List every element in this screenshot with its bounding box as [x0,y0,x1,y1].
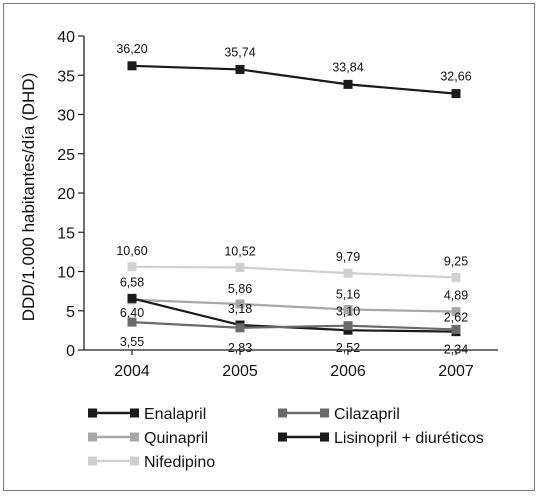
legend-marker-nifedipino [130,456,139,466]
y-tick-label: 0 [66,343,75,360]
legend-label-enalapril: Enalapril [144,406,206,423]
y-axis-label: DDD/1.000 habitantes/día (DHD) [19,73,38,322]
series-line-quinapril [131,298,457,313]
data-point-nifedipino [451,272,461,282]
data-label-enalapril: 2,34 [444,343,468,357]
data-point-cilazapril [451,324,461,334]
data-point-enalapril [343,325,353,335]
legend-label-nifedipino: Nifedipino [144,454,215,471]
data-point-cilazapril [127,317,137,327]
data-point-nifedipino [235,262,245,272]
y-tick-label: 25 [57,147,75,164]
data-point-lisinopril-diur-ticos [127,61,137,71]
data-point-quinapril [235,299,245,309]
x-tick-label: 2004 [114,363,150,380]
x-tick-label: 2006 [330,363,366,380]
y-tick-label: 30 [57,108,75,125]
data-point-cilazapril [235,323,245,333]
data-point-lisinopril-diur-ticos [451,89,461,99]
legend-marker-lisinopril-diur-ticos [320,432,329,442]
legend-label-cilazapril: Cilazapril [334,406,400,423]
data-label-cilazapril: 3,10 [336,305,360,319]
data-label-cilazapril: 2,62 [444,310,468,324]
data-point-quinapril [343,304,353,314]
y-tick-label: 40 [57,29,75,46]
y-tick-label: 10 [57,265,75,282]
y-tick-label: 5 [66,304,75,321]
data-point-enalapril [127,293,137,303]
y-tick-label: 35 [57,68,75,85]
data-label-nifedipino: 10,60 [116,244,147,258]
x-tick-label: 2005 [222,363,258,380]
series-line-cilazapril [131,321,457,331]
legend-marker-quinapril [130,432,139,442]
data-label-lisinopril-diur-ticos: 36,20 [116,42,147,56]
data-point-lisinopril-diur-ticos [343,79,353,89]
data-point-lisinopril-diur-ticos [235,64,245,74]
legend-marker-cilazapril [320,408,329,418]
data-point-nifedipino [343,268,353,278]
data-label-nifedipino: 9,25 [444,254,468,268]
data-point-quinapril [451,307,461,317]
legend-marker-lisinopril-diur-ticos [278,432,287,442]
data-label-nifedipino: 9,79 [336,250,360,264]
data-label-enalapril: 6,58 [120,275,144,289]
y-tick-label: 15 [57,225,75,242]
legend-marker-enalapril [88,408,97,418]
data-label-enalapril: 2,52 [336,341,360,355]
legend-marker-nifedipino [88,456,97,466]
y-tick-label: 20 [57,186,75,203]
legend-marker-cilazapril [278,408,287,418]
series-line-nifedipino [131,265,457,279]
legend-label-lisinopril-diur-ticos: Lisinopril + diuréticos [334,430,484,447]
data-label-lisinopril-diur-ticos: 33,84 [332,60,363,74]
data-label-nifedipino: 10,52 [224,244,255,258]
data-label-lisinopril-diur-ticos: 35,74 [224,45,255,59]
data-label-cilazapril: 2,83 [228,341,252,355]
data-label-quinapril: 6,40 [120,306,144,320]
data-label-enalapril: 3,18 [228,302,252,316]
data-point-nifedipino [127,262,137,272]
data-label-cilazapril: 3,55 [120,335,144,349]
data-point-cilazapril [343,321,353,331]
legend-marker-enalapril [130,408,139,418]
series-line-lisinopril-diur-ticos [131,64,457,95]
x-tick-label: 2007 [438,363,474,380]
data-label-quinapril: 4,89 [444,289,468,303]
legend-marker-quinapril [88,432,97,442]
legend-label-quinapril: Quinapril [144,430,208,447]
data-label-lisinopril-diur-ticos: 32,66 [440,70,471,84]
data-label-quinapril: 5,86 [228,282,252,296]
data-label-quinapril: 5,16 [336,287,360,301]
